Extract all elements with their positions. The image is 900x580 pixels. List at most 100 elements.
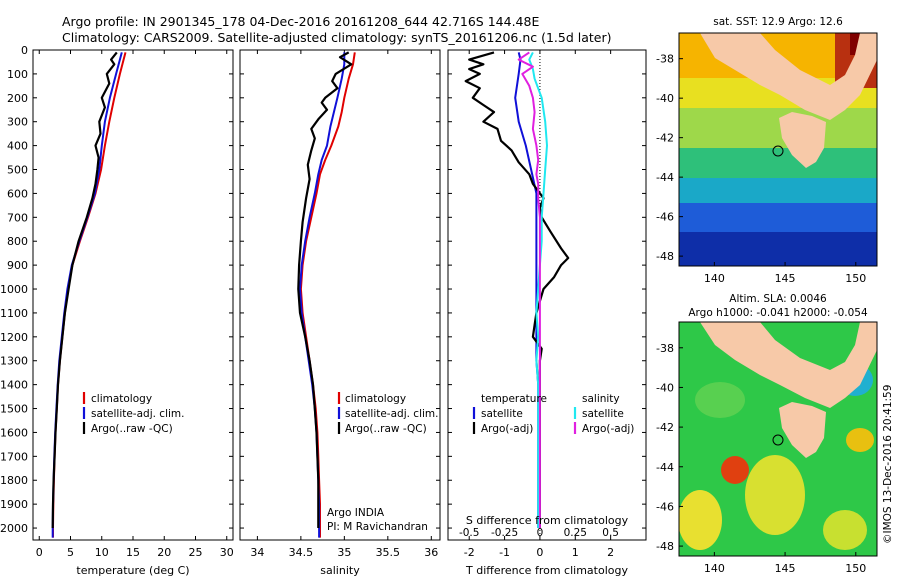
series-line-climatology (299, 52, 356, 538)
temperature-plot-frame (32, 49, 234, 541)
x-tick-label: 5 (67, 546, 74, 559)
depth-tick-label: 1400 (0, 379, 28, 392)
x-tick-label: 34 (250, 546, 264, 559)
argo-position-marker (772, 434, 784, 446)
legend-heading-salinity: salinity (582, 393, 620, 405)
tasmania-shape (779, 112, 826, 168)
difference-plot-frame (447, 49, 647, 541)
legend-label-climatology: climatology (91, 393, 152, 405)
map-y-tick-label: -38 (656, 342, 674, 355)
depth-tick-label: 900 (7, 259, 28, 272)
sst-map-frame (678, 32, 878, 267)
legend-label-argo: Argo(..raw -QC) (345, 423, 427, 435)
depth-tick-label: 800 (7, 235, 28, 248)
map-x-tick-label: 150 (845, 562, 866, 575)
legend-label-argo: Argo(..raw -QC) (91, 423, 173, 435)
map-x-tick-label: 140 (704, 562, 725, 575)
sst-map-title: sat. SST: 12.9 Argo: 12.6 (713, 16, 843, 28)
x-tick-label: 0 (536, 546, 543, 559)
s-diff-tick-label: -0.5 (459, 527, 480, 539)
depth-tick-label: 2000 (0, 522, 28, 535)
legend-label-satellite: satellite-adj. clim. (345, 408, 438, 420)
depth-tick-label: 1600 (0, 426, 28, 439)
s-diff-tick-label: -0.25 (491, 527, 518, 539)
series-line-salinity-argo-adj- (517, 51, 541, 528)
map-y-tick-label: -42 (656, 132, 674, 145)
depth-tick-label: 1800 (0, 474, 28, 487)
series-line-salinity-satellite (528, 51, 548, 528)
legend-label-sal-argo: Argo(-adj) (582, 423, 634, 435)
depth-tick-label: 1700 (0, 450, 28, 463)
salinity-plot-frame (239, 49, 441, 541)
series-line-temperature-satellite (514, 52, 540, 528)
s-diff-tick-label: 0.25 (564, 527, 587, 539)
depth-axis: 0100200300400500600700800900100011001200… (0, 44, 646, 559)
x-tick-label: 0 (36, 546, 43, 559)
x-tick-label: -1 (499, 546, 510, 559)
series-line-climatology (52, 52, 127, 538)
depth-tick-label: 200 (7, 92, 28, 105)
x-tick-label: 10 (95, 546, 109, 559)
series-line-argo-raw-qc- (297, 51, 353, 528)
map-y-tick-label: -44 (656, 171, 674, 184)
depth-tick-label: 1500 (0, 403, 28, 416)
x-tick-label: 36 (424, 546, 438, 559)
map-x-tick-label: 140 (704, 272, 725, 285)
x-tick-label: 35 (337, 546, 351, 559)
x-tick-label: -2 (464, 546, 475, 559)
sla-map-title: Altim. SLA: 0.0046 (729, 293, 827, 305)
sst-map (679, 33, 877, 266)
map-y-tick-label: -44 (656, 461, 674, 474)
mainland-shape (700, 33, 877, 120)
series-line-argo-raw-qc- (51, 51, 118, 529)
sla-map-frame (678, 321, 878, 557)
t-difference-axis-label: T difference from climatology (465, 564, 628, 577)
credit-timestamp: ©IMOS 13-Dec-2016 20:41:59 (882, 385, 894, 544)
series-line-temperature-argo-adj- (464, 51, 570, 528)
depth-tick-label: 400 (7, 140, 28, 153)
map-x-tick-label: 150 (845, 272, 866, 285)
salinity-legend: climatology satellite-adj. clim. Argo(..… (327, 392, 438, 533)
sst-map-ticks: 140 145 150 -38 -40 -42 -44 -46 -48 (656, 53, 866, 285)
legend-label-temp-argo: Argo(-adj) (481, 423, 533, 435)
map-y-tick-label: -38 (656, 53, 674, 66)
temperature-axis-label: temperature (deg C) (76, 564, 189, 577)
map-y-tick-label: -40 (656, 92, 674, 105)
map-y-tick-label: -42 (656, 421, 674, 434)
s-difference-axis-label: S difference from climatology (466, 514, 629, 527)
legend-label-sal-satellite: satellite (582, 408, 624, 420)
map-y-tick-label: -48 (656, 250, 674, 263)
depth-tick-label: 500 (7, 164, 28, 177)
x-tick-label: 34.5 (289, 546, 314, 559)
x-tick-label: 35.5 (376, 546, 401, 559)
x-tick-label: 25 (189, 546, 203, 559)
argo-program-label: Argo INDIA (327, 507, 385, 519)
map-y-tick-label: -48 (656, 540, 674, 553)
depth-tick-label: 700 (7, 211, 28, 224)
x-tick-label: 30 (220, 546, 234, 559)
legend-label-temp-satellite: satellite (481, 408, 523, 420)
depth-tick-label: 1300 (0, 355, 28, 368)
map-y-tick-label: -40 (656, 381, 674, 394)
depth-tick-label: 1100 (0, 307, 28, 320)
sla-map-ticks: 140 145 150 -38 -40 -42 -44 -46 -48 (656, 342, 866, 575)
legend-label-satellite: satellite-adj. clim. (91, 408, 184, 420)
depth-tick-label: 1900 (0, 498, 28, 511)
map-y-tick-label: -46 (656, 500, 674, 513)
x-tick-label: 20 (157, 546, 171, 559)
mainland-shape (700, 322, 877, 408)
sla-map (679, 322, 877, 556)
difference-legend: temperature satellite Argo(-adj) salinit… (472, 393, 634, 435)
series-line-satellite-adj-clim- (51, 52, 123, 538)
x-tick-label: 1 (572, 546, 579, 559)
header-line-2: Climatology: CARS2009. Satellite-adjuste… (62, 30, 612, 45)
depth-tick-label: 1000 (0, 283, 28, 296)
x-tick-label: 15 (126, 546, 140, 559)
map-y-tick-label: -46 (656, 211, 674, 224)
legend-label-climatology: climatology (345, 393, 406, 405)
tasmania-shape (779, 402, 826, 458)
depth-tick-label: 1200 (0, 331, 28, 344)
s-diff-tick-label: 0.5 (602, 527, 619, 539)
profile-lines (51, 50, 570, 540)
